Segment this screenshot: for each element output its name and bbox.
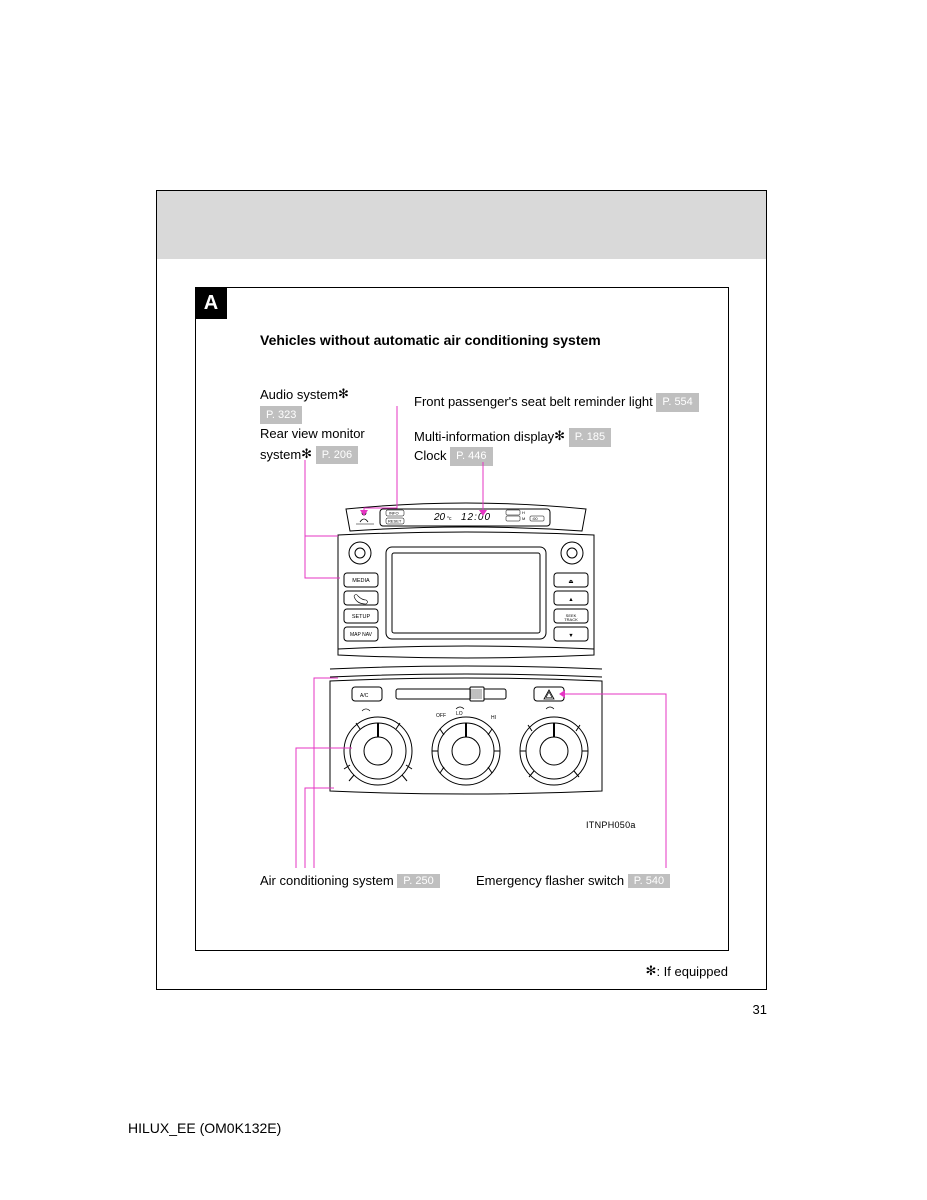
- page-ref: P. 206: [316, 446, 358, 465]
- page-ref: P. 323: [260, 406, 302, 425]
- page-frame: A Vehicles without automatic air conditi…: [156, 190, 767, 990]
- svg-text:TRACK: TRACK: [564, 617, 578, 622]
- label-rear-view: Rear view monitor system✻ P. 206: [260, 424, 365, 464]
- page-ref: P. 446: [450, 447, 492, 466]
- display-time: 12:00: [461, 512, 491, 523]
- reset-label: RESET: [388, 519, 402, 524]
- footnote-text: : If equipped: [656, 964, 728, 979]
- svg-text:⏏: ⏏: [568, 579, 574, 585]
- info-label: INFO: [389, 511, 399, 516]
- page-ref: P. 185: [569, 428, 611, 447]
- display-temp: 20: [433, 512, 446, 523]
- header-band: [157, 191, 766, 259]
- svg-text:A/C: A/C: [360, 693, 369, 699]
- label-text: Rear view monitor: [260, 426, 365, 441]
- page-ref: P. 554: [656, 393, 698, 412]
- star-icon: ✻: [338, 386, 349, 401]
- label-multi-info: Multi-information display✻ P. 185: [414, 426, 611, 447]
- svg-text:MEDIA: MEDIA: [352, 578, 370, 584]
- label-text: Multi-information display: [414, 429, 554, 444]
- page-number: 31: [753, 1002, 767, 1017]
- label-text: Front passenger's seat belt reminder lig…: [414, 394, 653, 409]
- label-text: Emergency flasher switch: [476, 873, 624, 888]
- star-icon: ✻: [301, 446, 312, 461]
- label-emergency-flasher: Emergency flasher switch P. 540: [476, 873, 670, 888]
- label-front-passenger: Front passenger's seat belt reminder lig…: [414, 392, 699, 412]
- document-id: HILUX_EE (OM0K132E): [128, 1120, 281, 1136]
- label-air-conditioning: Air conditioning system P. 250: [260, 873, 440, 888]
- label-text: Audio system: [260, 387, 338, 402]
- label-text: Clock: [414, 448, 447, 463]
- svg-text:MAP NAV: MAP NAV: [350, 632, 373, 638]
- page-ref: P. 250: [397, 874, 439, 888]
- svg-text:M: M: [522, 516, 525, 521]
- footnote: ✻: If equipped: [646, 963, 728, 979]
- dashboard-diagram: INFO RESET 20 °c 12:00 H M :00: [316, 501, 616, 801]
- svg-text:H: H: [522, 510, 525, 515]
- section-title: Vehicles without automatic air condition…: [260, 332, 601, 348]
- label-clock: Clock P. 446: [414, 446, 493, 466]
- star-icon: ✻: [646, 963, 657, 978]
- svg-text:▲: ▲: [568, 597, 573, 603]
- label-audio-system: Audio system✻ P. 323: [260, 384, 349, 424]
- diagram-caption: ITNPH050a: [586, 820, 636, 830]
- svg-text:▼: ▼: [568, 633, 573, 639]
- svg-text:°c: °c: [447, 516, 452, 522]
- svg-text:HI: HI: [491, 715, 496, 721]
- label-text: system: [260, 447, 301, 462]
- inner-box: A Vehicles without automatic air conditi…: [195, 287, 729, 951]
- svg-text:LO: LO: [456, 711, 463, 717]
- svg-text::00: :00: [532, 516, 538, 521]
- svg-text:SETUP: SETUP: [352, 614, 371, 620]
- svg-text:OFF: OFF: [436, 713, 446, 719]
- star-icon: ✻: [554, 428, 565, 443]
- label-text: Air conditioning system: [260, 873, 394, 888]
- page-ref: P. 540: [628, 874, 670, 888]
